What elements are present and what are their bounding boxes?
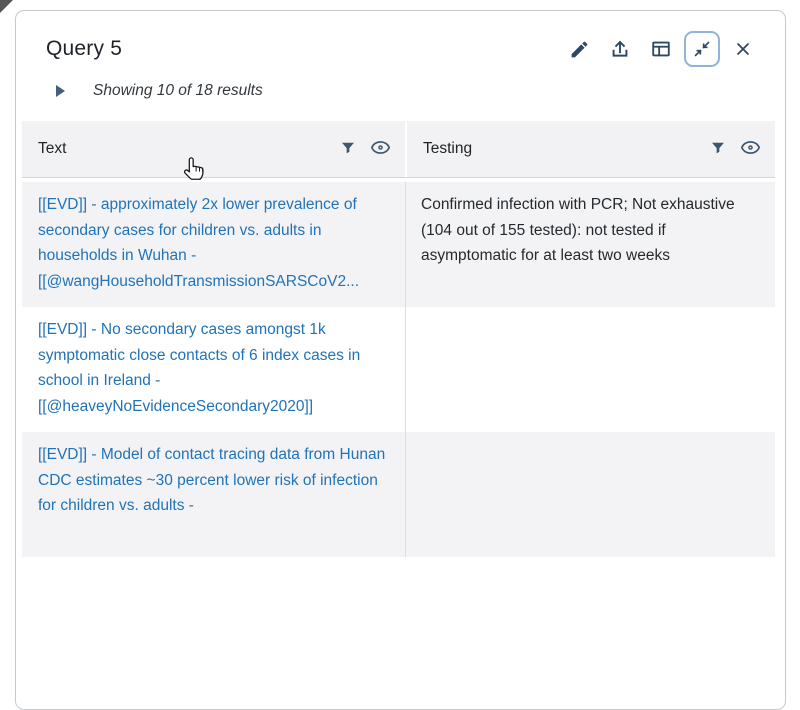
collapse-button[interactable] [684,31,720,67]
table-view-button[interactable] [643,31,679,67]
cell-testing [405,432,775,557]
upload-icon [609,38,631,60]
cell-text-link[interactable]: [[EVD]] - approximately 2x lower prevale… [38,196,359,290]
collapse-arrows-icon [692,39,712,59]
export-button[interactable] [602,31,638,67]
filter-icon [339,139,357,160]
triangle-right-expander-icon[interactable] [56,85,65,97]
page-title: Query 5 [46,37,123,60]
results-table: Text [22,121,775,557]
cell-text-link[interactable]: [[EVD]] - Model of contact tracing data … [38,446,386,514]
eye-icon [740,137,761,161]
close-icon [733,39,753,59]
results-summary-text: Showing 10 of 18 results [93,82,263,99]
column-controls [339,137,391,161]
query-results-card: Query 5 [15,10,786,710]
filter-button[interactable] [709,139,727,160]
table-row: [[EVD]] - approximately 2x lower prevale… [22,182,775,307]
cell-text-link[interactable]: [[EVD]] - No secondary cases amongst 1k … [38,321,361,415]
close-button[interactable] [725,31,761,67]
column-controls [709,137,761,161]
table-body: [[EVD]] - approximately 2x lower prevale… [22,182,775,557]
column-header-testing: Testing [405,121,775,177]
table-header-row: Text [22,121,775,178]
column-label: Text [38,140,67,157]
table-row: [[EVD]] - No secondary cases amongst 1k … [22,307,775,432]
filter-button[interactable] [339,139,357,160]
column-label: Testing [423,140,473,157]
filter-icon [709,139,727,160]
column-header-text: Text [22,121,405,177]
pencil-icon [569,39,590,60]
card-header: Query 5 [16,11,785,67]
cell-testing: Confirmed infection with PCR; Not exhaus… [405,182,775,307]
edit-button[interactable] [561,31,597,67]
toolbar [561,31,761,67]
visibility-button[interactable] [740,137,761,161]
visibility-button[interactable] [370,137,391,161]
results-summary-row: Showing 10 of 18 results [56,82,785,100]
table-row: [[EVD]] - Model of contact tracing data … [22,432,775,557]
cell-testing [405,307,775,432]
eye-icon [370,137,391,161]
screen-corner-artifact [0,0,13,13]
table-icon [650,38,672,60]
